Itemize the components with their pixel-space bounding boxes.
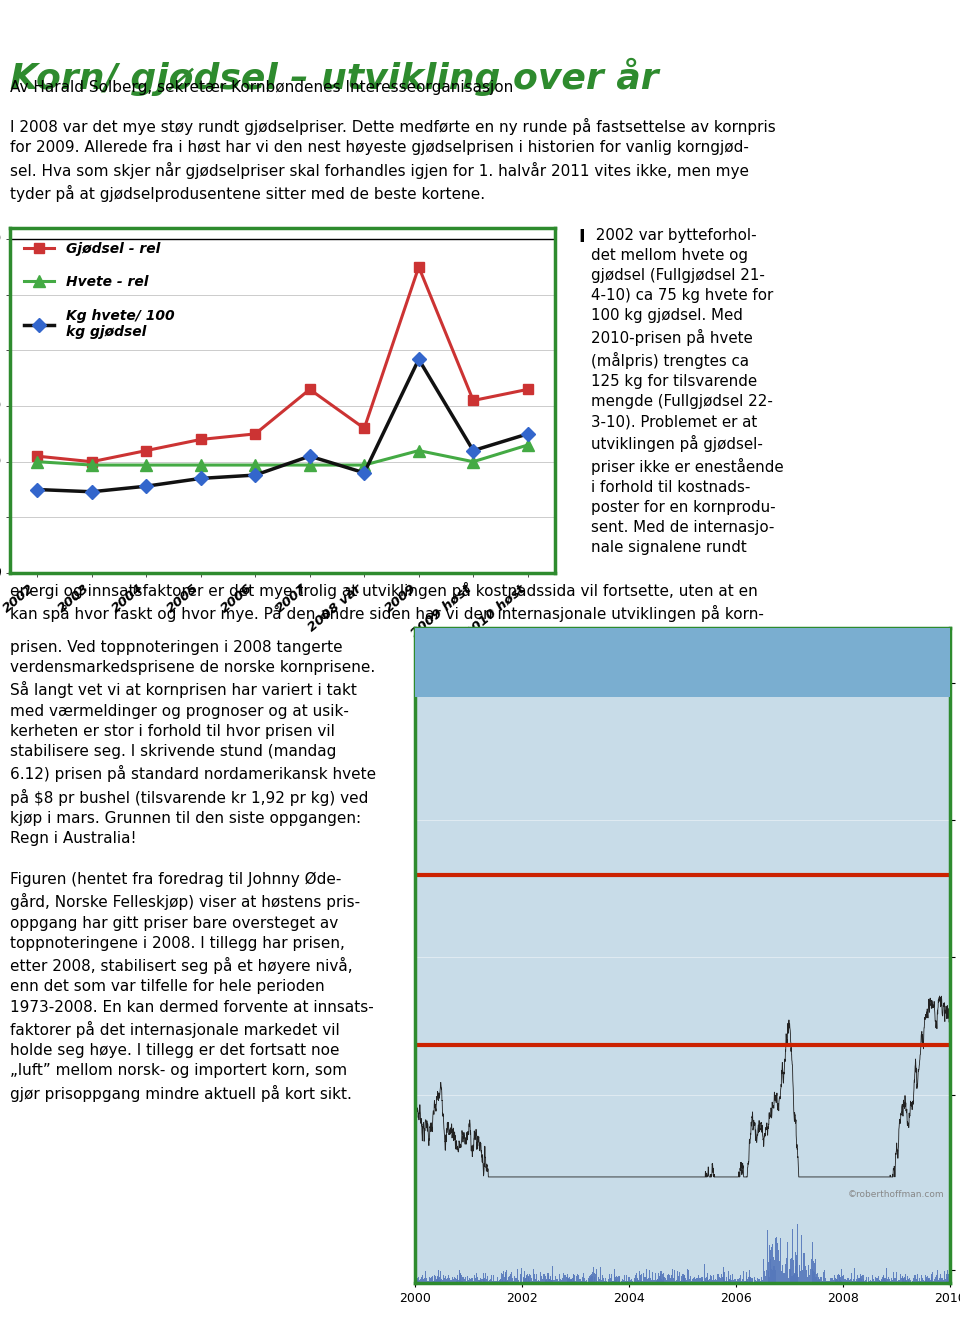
Text: ©roberthoffman.com: ©roberthoffman.com	[848, 1190, 945, 1199]
Text: I 2008 var det mye støy rundt gjødselpriser. Dette medførte en ny runde på fasts: I 2008 var det mye støy rundt gjødselpri…	[10, 118, 776, 201]
Text: prisen. Ved toppnoteringen i 2008 tangerte
verdensmarkedsprisene de norske kornp: prisen. Ved toppnoteringen i 2008 tanger…	[10, 640, 376, 1101]
Text: Korn/ gjødsel – utvikling over år: Korn/ gjødsel – utvikling over år	[10, 58, 659, 97]
Text: I: I	[578, 228, 585, 246]
Text: energi og innsatsfaktorer er det mye trolig at utviklingen på kostnadssida vil f: energi og innsatsfaktorer er det mye tro…	[10, 582, 764, 623]
Legend: Gjødsel - rel, Hvete - rel, Kg hvete/ 100
kg gjødsel: Gjødsel - rel, Hvete - rel, Kg hvete/ 10…	[17, 235, 181, 346]
Text: Av Harald Solberg, sekretær Kornbøndenes Interesseorganisasjon: Av Harald Solberg, sekretær Kornbøndenes…	[10, 80, 514, 95]
Text: 2002 var bytteforhol-
det mellom hvete og
gjødsel (Fullgjødsel 21-
4-10) ca 75 k: 2002 var bytteforhol- det mellom hvete o…	[591, 228, 784, 555]
